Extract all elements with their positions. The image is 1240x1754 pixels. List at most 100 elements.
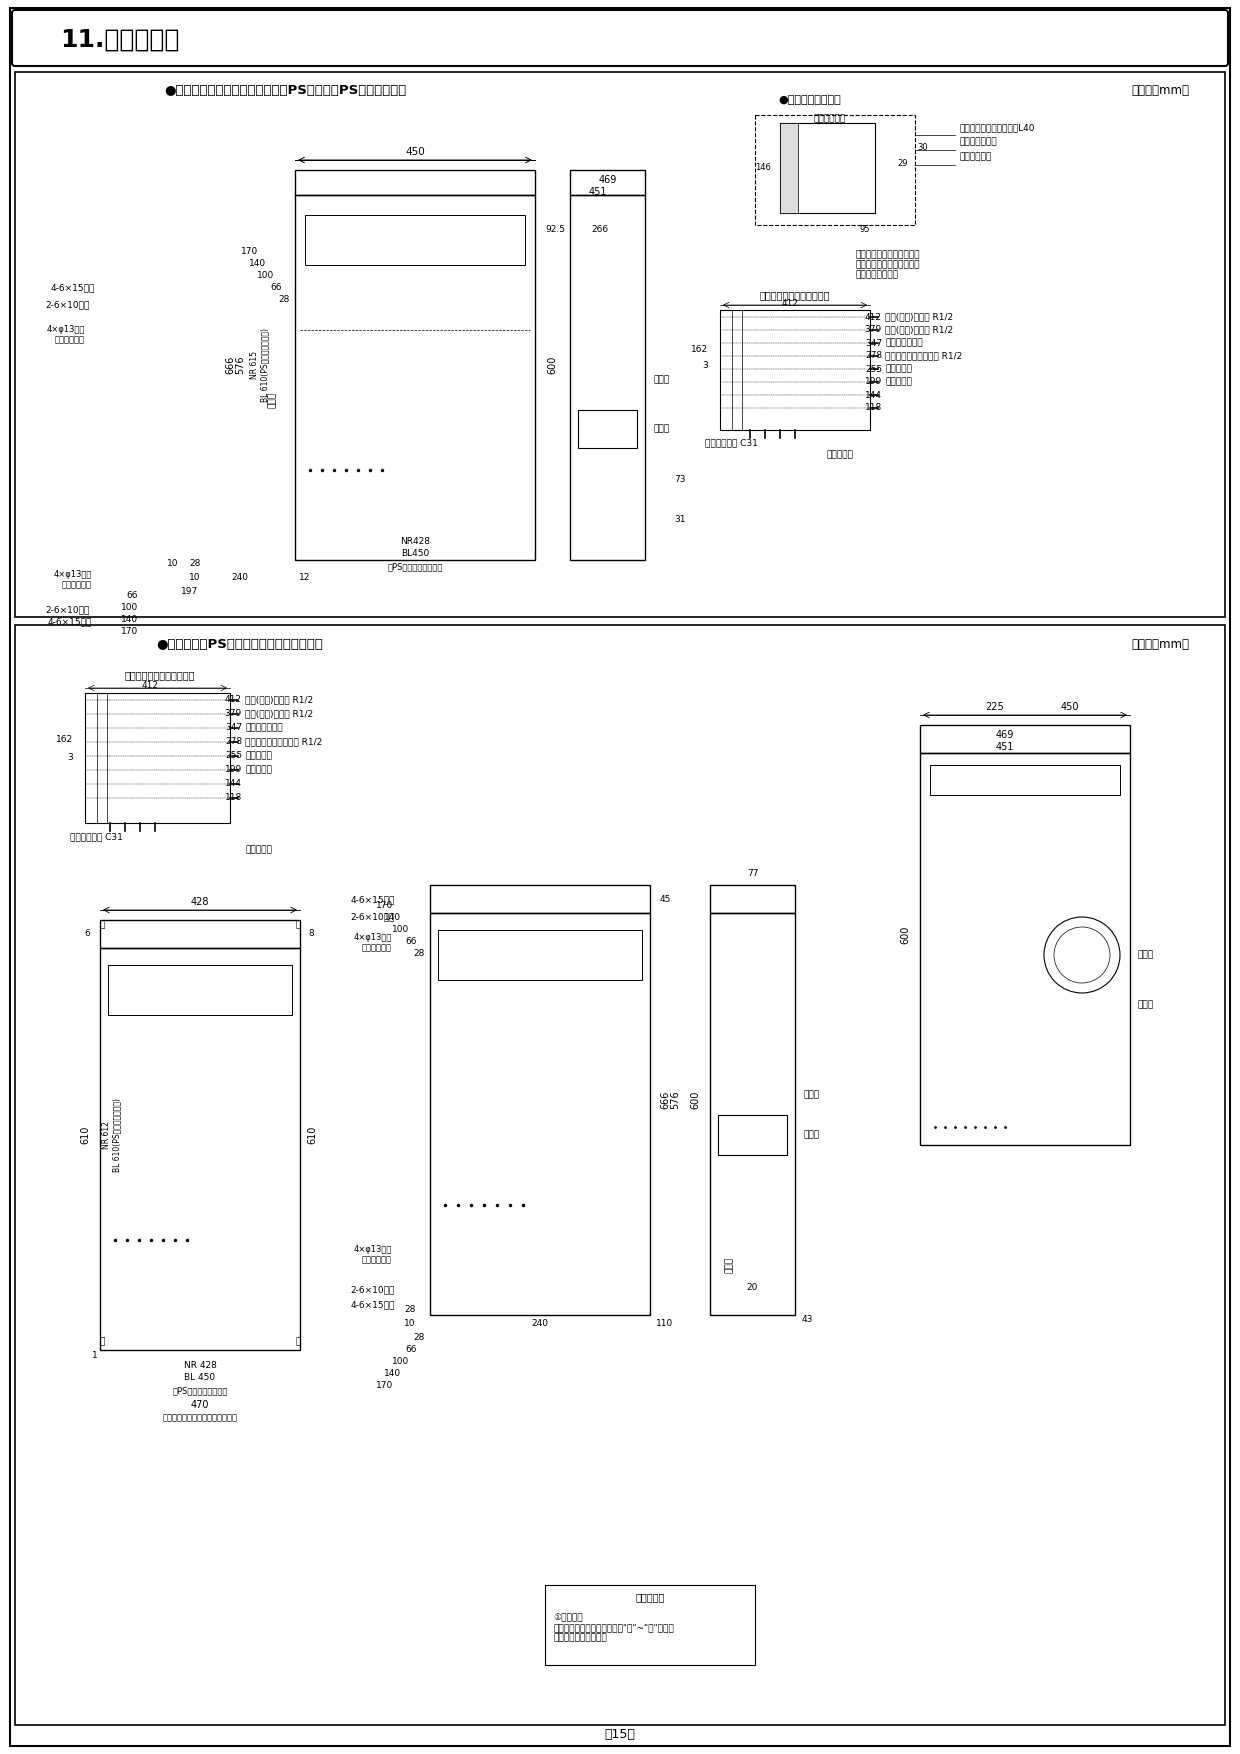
Bar — [430, 886, 650, 914]
Text: アース接続ネジ: アース接続ネジ — [246, 723, 283, 733]
Text: 6: 6 — [84, 930, 91, 938]
Text: 347: 347 — [224, 723, 242, 733]
Text: 170: 170 — [376, 1380, 393, 1389]
Text: ア: ア — [99, 921, 104, 930]
Text: 144: 144 — [224, 779, 242, 789]
Bar — [295, 170, 534, 195]
Text: ガス接続口: ガス接続口 — [827, 451, 853, 460]
Text: NR428: NR428 — [401, 537, 430, 547]
Text: アルコーブ本体: アルコーブ本体 — [960, 137, 998, 147]
Text: 給気口: 給気口 — [653, 375, 670, 384]
Text: 118: 118 — [864, 403, 882, 412]
Text: 20: 20 — [746, 1282, 758, 1291]
Bar — [295, 195, 534, 560]
Text: （機器上方よりの透視図）: （機器上方よりの透視図） — [760, 289, 831, 300]
Text: －15－: －15－ — [605, 1728, 635, 1742]
Text: ふろ(戻り)接続口 R1/2: ふろ(戻り)接続口 R1/2 — [246, 696, 314, 705]
Text: 428: 428 — [191, 896, 210, 907]
Text: 4×φ13絶縁
プッシュ用穴: 4×φ13絶縁 プッシュ用穴 — [353, 933, 392, 952]
Text: 給気口: 給気口 — [268, 391, 277, 409]
Text: 469: 469 — [599, 175, 616, 184]
Text: 600: 600 — [900, 926, 910, 944]
Text: （機器上方よりの透視図）: （機器上方よりの透視図） — [125, 670, 195, 681]
Text: 2-6×10長穴: 2-6×10長穴 — [351, 1286, 396, 1294]
Text: 28: 28 — [279, 295, 290, 305]
Text: 666: 666 — [660, 1091, 670, 1109]
Text: 278: 278 — [864, 351, 882, 361]
Text: 100: 100 — [392, 924, 409, 933]
Text: 100: 100 — [257, 272, 274, 281]
Text: 240: 240 — [532, 1319, 548, 1328]
Bar — [930, 765, 1120, 795]
Text: 199: 199 — [864, 377, 882, 386]
Bar — [578, 410, 637, 447]
Bar — [570, 170, 645, 195]
Text: （PS全枠取付ピッチ）: （PS全枠取付ピッチ） — [387, 563, 443, 572]
Text: 排気口: 排気口 — [653, 424, 670, 433]
Text: 170: 170 — [241, 247, 258, 256]
Text: 11.外形寸法図: 11.外形寸法図 — [61, 28, 180, 53]
Text: 給水接続口: 給水接続口 — [885, 365, 911, 374]
Text: 470: 470 — [191, 1400, 210, 1410]
Bar — [570, 195, 645, 560]
Text: 2-6×10長穴: 2-6×10長穴 — [46, 300, 91, 309]
Text: ア: ア — [295, 921, 300, 930]
Text: ふろ(戻り)接続口 R1/2: ふろ(戻り)接続口 R1/2 — [885, 312, 954, 321]
Text: 29: 29 — [898, 158, 908, 167]
Bar — [755, 116, 915, 225]
Text: 140: 140 — [384, 1368, 401, 1377]
Text: 576: 576 — [236, 356, 246, 374]
Text: 170: 170 — [376, 900, 393, 910]
Text: 4-6×15長穴: 4-6×15長穴 — [51, 284, 95, 293]
Text: 4×φ13絶縁
プッシュ用穴: 4×φ13絶縁 プッシュ用穴 — [353, 1245, 392, 1265]
Text: 666: 666 — [224, 356, 236, 374]
Text: （PS金枠取付ピッチ）: （PS金枠取付ピッチ） — [172, 1386, 228, 1396]
Text: 4×φ13絶縁
プッシュ用穴: 4×φ13絶縁 プッシュ用穴 — [47, 324, 86, 346]
Text: 576: 576 — [670, 1091, 680, 1109]
Text: （フロントカバーを外した状態）: （フロントカバーを外した状態） — [162, 1414, 238, 1422]
Text: 4×φ13絶縁
プッシュ用穴: 4×φ13絶縁 プッシュ用穴 — [53, 570, 92, 589]
Text: （単位：mm）: （単位：mm） — [1131, 638, 1189, 651]
Text: 600: 600 — [689, 1091, 701, 1109]
Text: 66: 66 — [405, 1345, 417, 1354]
Text: 給気口: 給気口 — [804, 1091, 820, 1100]
Bar — [711, 914, 795, 1316]
Text: 8: 8 — [308, 930, 314, 938]
Text: （ご注意）: （ご注意） — [635, 1593, 665, 1601]
Text: 266: 266 — [591, 226, 609, 235]
Text: 199: 199 — [224, 765, 242, 775]
Text: 412: 412 — [224, 696, 242, 705]
Text: 600: 600 — [547, 356, 557, 374]
Text: 3: 3 — [702, 361, 708, 370]
Text: 144: 144 — [866, 391, 882, 400]
Text: 100: 100 — [120, 603, 138, 612]
Text: 162: 162 — [56, 735, 73, 744]
Text: 4-6×15長穴: 4-6×15長穴 — [351, 896, 396, 905]
Bar — [100, 921, 300, 947]
Text: ①扉内設置
　扉内ケースを取付けの際、"ア"~"イ"の穴、
　４ヶ所を使用する。: ①扉内設置 扉内ケースを取付けの際、"ア"~"イ"の穴、 ４ヶ所を使用する。 — [553, 1614, 673, 1643]
Text: 10: 10 — [167, 560, 179, 568]
Text: 610: 610 — [81, 1126, 91, 1144]
Text: 379: 379 — [864, 326, 882, 335]
Text: ガス接続口: ガス接続口 — [246, 845, 272, 854]
Text: 66: 66 — [270, 284, 281, 293]
Bar — [100, 947, 300, 1351]
Bar — [108, 965, 291, 1016]
Bar — [780, 123, 875, 212]
Bar — [305, 216, 525, 265]
Text: ふろ(往き)接続口 R1/2: ふろ(往き)接続口 R1/2 — [246, 710, 314, 719]
Text: 100: 100 — [392, 1356, 409, 1366]
Text: 28: 28 — [190, 560, 201, 568]
Text: 379: 379 — [224, 710, 242, 719]
Text: 12: 12 — [299, 574, 311, 582]
Text: 排気吹きだし方向によって
アルコーブ本体の向きを変
えて取付けます。: 排気吹きだし方向によって アルコーブ本体の向きを変 えて取付けます。 — [856, 251, 920, 281]
Text: 2-6×10長穴: 2-6×10長穴 — [46, 605, 91, 614]
Text: 31: 31 — [675, 516, 686, 524]
Text: 110: 110 — [656, 1319, 673, 1328]
Bar — [711, 886, 795, 914]
Text: アルコーブ排気カーバーL40: アルコーブ排気カーバーL40 — [960, 123, 1035, 133]
Text: 28: 28 — [414, 949, 425, 958]
Text: 140: 140 — [384, 912, 401, 921]
Text: 73: 73 — [675, 475, 686, 484]
Text: タッビンネジ: タッビンネジ — [960, 153, 992, 161]
